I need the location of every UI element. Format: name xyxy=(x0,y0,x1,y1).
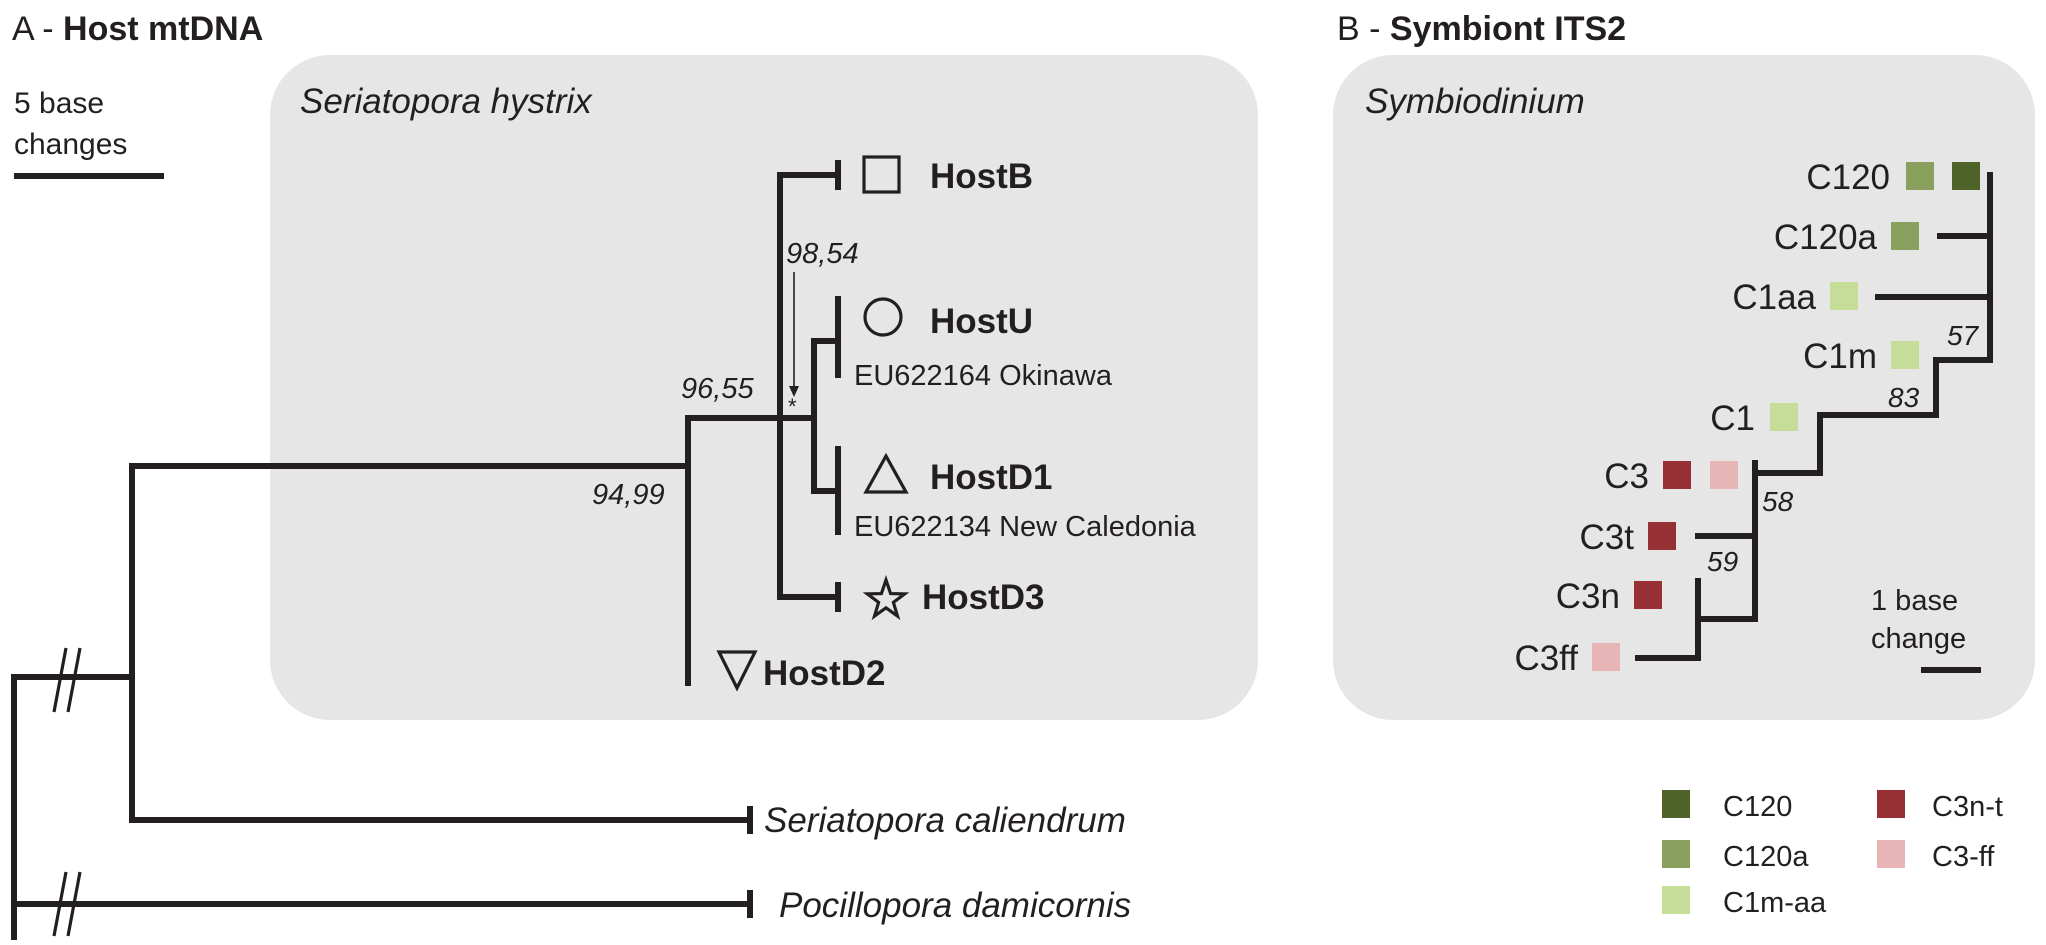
hostd3-star-icon xyxy=(862,575,910,621)
legend-label-c120a: C120a xyxy=(1723,841,1809,873)
taxon-hostd1: HostD1 xyxy=(930,458,1053,497)
legend-label-c120: C120 xyxy=(1723,791,1792,823)
legend-swatch-c1m-aa xyxy=(1662,886,1690,914)
its2-taxon-c120a: C120a xyxy=(1774,218,1878,257)
support-96-55: 96,55 xyxy=(681,373,754,405)
legend-label-c3n-t: C3n-t xyxy=(1932,791,2003,823)
c3n-box-icon xyxy=(1634,581,1662,609)
taxon-hostd3: HostD3 xyxy=(922,578,1045,617)
clade-label-seriatopora-hystrix: Seriatopora hystrix xyxy=(300,82,593,121)
taxon-eu622134-new-caledonia: EU622134 New Caledonia xyxy=(854,511,1197,543)
c120a-box-icon xyxy=(1891,222,1919,250)
clade-label-symbiodinium: Symbiodinium xyxy=(1365,82,1585,121)
its2-taxon-c3ff: C3ff xyxy=(1514,639,1578,678)
its2-taxon-c1: C1 xyxy=(1710,399,1755,438)
taxon-seriatopora-caliendrum: Seriatopora caliendrum xyxy=(764,801,1126,840)
break-mark-1b xyxy=(66,647,82,713)
taxon-hostd2: HostD2 xyxy=(763,654,886,693)
its2-taxon-c1aa: C1aa xyxy=(1732,278,1816,317)
legend-swatch-c120a xyxy=(1662,840,1690,868)
c1-box-icon xyxy=(1770,403,1798,431)
symbiodinium-panel xyxy=(1333,55,2035,720)
c3t-box-icon xyxy=(1648,522,1676,550)
its2-scale-label-line1: 1 base xyxy=(1871,585,1958,617)
legend-swatch-c120 xyxy=(1662,790,1690,818)
its2-taxon-c3t: C3t xyxy=(1580,518,1635,557)
scale-bar-label-line1: 5 base xyxy=(14,87,104,120)
c3-box-c3ff-icon xyxy=(1710,461,1738,489)
scale-bar-label-line2: changes xyxy=(14,128,127,161)
support-arrow-head xyxy=(789,386,799,397)
taxon-hostu: HostU xyxy=(930,302,1033,341)
c120-box-c120a-icon xyxy=(1906,162,1934,190)
taxon-pocillopora-damicornis: Pocillopora damicornis xyxy=(779,886,1131,925)
its2-support-58: 58 xyxy=(1762,486,1794,517)
its2-support-83: 83 xyxy=(1888,382,1920,413)
support-98-54: 98,54 xyxy=(786,238,859,270)
its2-scale-label-line2: change xyxy=(1871,623,1966,655)
its2-taxon-c3: C3 xyxy=(1604,457,1649,496)
c1m-box-icon xyxy=(1891,341,1919,369)
c3ff-box-icon xyxy=(1592,643,1620,671)
legend-label-c3-ff: C3-ff xyxy=(1932,841,1995,873)
its2-support-59: 59 xyxy=(1707,546,1738,577)
host-tree xyxy=(11,160,841,940)
its2-support-57: 57 xyxy=(1947,320,1980,351)
c1aa-box-icon xyxy=(1830,282,1858,310)
legend-swatch-c3n-t xyxy=(1877,790,1905,818)
legend-label-c1m-aa: C1m-aa xyxy=(1723,887,1827,919)
taxon-hostb: HostB xyxy=(930,157,1033,196)
break-mark-2a xyxy=(52,871,68,937)
panel-b-title: B - Symbiont ITS2 xyxy=(1337,10,1626,48)
support-star: * xyxy=(788,394,797,419)
its2-taxon-c120: C120 xyxy=(1806,158,1890,197)
taxon-eu622164-okinawa: EU622164 Okinawa xyxy=(854,360,1113,392)
c120-box-c120-icon xyxy=(1952,162,1980,190)
symbiont-tree xyxy=(1635,172,1993,673)
its2-taxon-c1m: C1m xyxy=(1803,337,1877,376)
hostd2-inverted-triangle-icon xyxy=(716,650,758,692)
hostb-square-icon xyxy=(862,155,901,194)
legend: C120 C120a C1m-aa C3n-t C3-ff xyxy=(1662,790,2003,919)
legend-swatch-c3-ff xyxy=(1877,840,1905,868)
hostd1-triangle-icon xyxy=(863,452,909,494)
c3-box-c3nt-icon xyxy=(1663,461,1691,489)
break-mark-2b xyxy=(66,871,82,937)
panel-a-title: A - Host mtDNA xyxy=(12,10,263,48)
break-mark-1a xyxy=(52,647,68,713)
seriatopora-hystrix-panel xyxy=(270,55,1258,720)
support-94-99: 94,99 xyxy=(592,479,665,511)
its2-taxon-c3n: C3n xyxy=(1556,577,1620,616)
hostu-circle-icon xyxy=(863,297,903,337)
